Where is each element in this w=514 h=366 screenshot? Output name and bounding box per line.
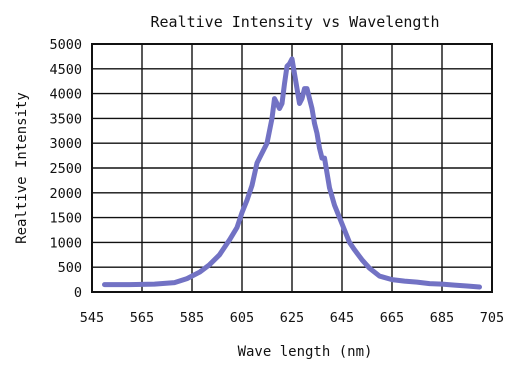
x-tick-label: 645 — [330, 310, 354, 326]
y-tick-labels: 0 500 1000 1500 2000 2500 3000 3500 4000 4500 5000 — [49, 37, 82, 301]
x-tick-label: 605 — [230, 310, 254, 326]
x-tick-label: 685 — [430, 310, 454, 326]
y-tick-label: 2000 — [49, 186, 82, 202]
chart-title: Realtive Intensity vs Wavelength — [151, 13, 440, 31]
plot-frame — [91, 43, 493, 293]
y-tick-label: 3500 — [49, 111, 82, 127]
x-tick-label: 705 — [480, 310, 504, 326]
x-axis-label: Wave length (nm) — [238, 344, 373, 360]
y-tick-label: 4000 — [49, 87, 82, 103]
y-tick-label: 3000 — [49, 136, 82, 152]
y-tick-label: 1000 — [49, 235, 82, 251]
x-tick-label: 545 — [80, 310, 104, 326]
x-tick-label: 585 — [180, 310, 204, 326]
y-tick-label: 0 — [74, 285, 82, 301]
x-tick-label: 625 — [280, 310, 304, 326]
x-tick-label: 665 — [380, 310, 404, 326]
grid — [91, 43, 493, 293]
y-axis-label: Realtive Intensity — [14, 92, 30, 244]
y-tick-label: 2500 — [49, 161, 82, 177]
y-tick-label: 500 — [58, 260, 82, 276]
y-tick-label: 5000 — [49, 37, 82, 53]
x-tick-label: 565 — [130, 310, 154, 326]
y-tick-label: 4500 — [49, 62, 82, 78]
series-line — [102, 56, 482, 290]
x-tick-labels: 545 565 585 605 625 645 665 685 705 — [80, 310, 504, 326]
y-tick-label: 1500 — [49, 211, 82, 227]
